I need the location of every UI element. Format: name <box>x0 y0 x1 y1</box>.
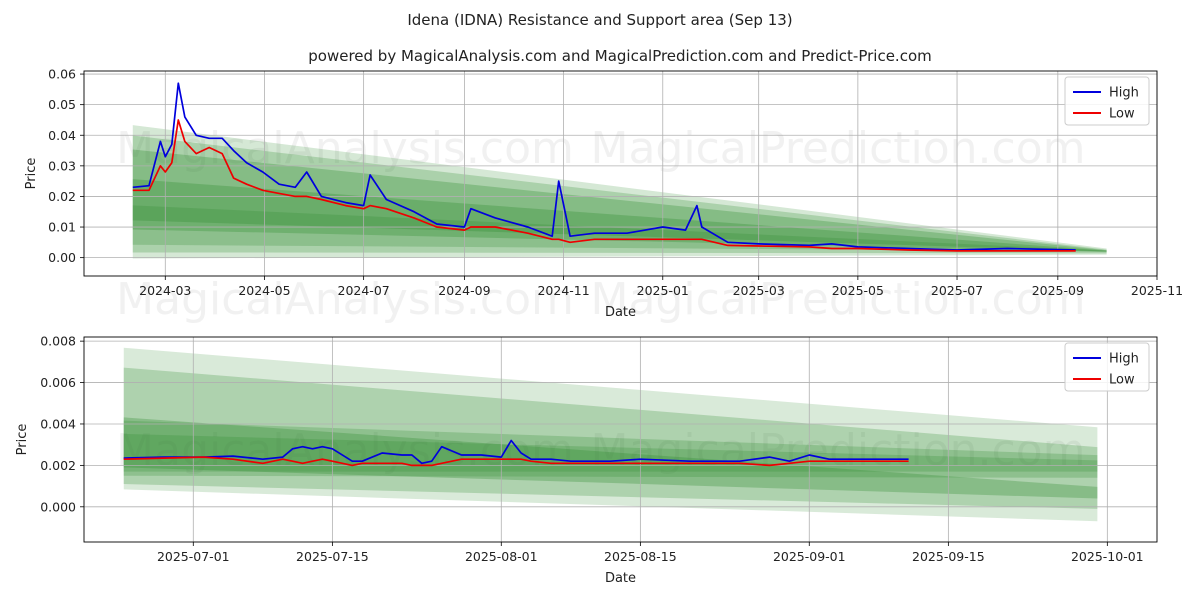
y-axis-label: Price <box>24 158 39 190</box>
watermark-prediction-top: MagicalPrediction.com <box>591 123 1086 174</box>
y-axis-label: Price <box>15 424 30 456</box>
chart-title: Idena (IDNA) Resistance and Support area… <box>407 11 792 29</box>
band-layer-4 <box>132 205 1107 252</box>
y-tick-label: 0.000 <box>40 499 76 514</box>
series-line-low <box>132 119 1076 252</box>
band-layer-3 <box>123 433 1098 472</box>
x-tick-label: 2025-07 <box>931 283 983 298</box>
legend-label-low: Low <box>1109 373 1135 388</box>
x-tick-label: 2025-09-15 <box>912 549 985 564</box>
y-tick-label: 0.05 <box>48 97 76 112</box>
x-tick-label: 2025-11 <box>1131 283 1183 298</box>
x-tick-label: 2024-07 <box>338 283 390 298</box>
support-resistance-bands <box>132 125 1107 259</box>
watermark-analysis-bottom: MagicalAnalysis.com <box>116 425 574 476</box>
band-layer-4 <box>123 417 1098 499</box>
y-tick-label: 0.00 <box>48 250 76 265</box>
legend-label-high: High <box>1109 352 1139 367</box>
x-tick-label: 2025-07-15 <box>296 549 369 564</box>
series-line-high <box>123 439 909 465</box>
x-tick-label: 2025-07-01 <box>157 549 230 564</box>
series-line-low <box>123 456 909 467</box>
band-layer-1 <box>123 367 1098 509</box>
ticks: 2025-07-01 2025-07-15 2025-08-01 2025-08-15… <box>40 334 1143 564</box>
y-tick-label: 0.002 <box>40 458 76 473</box>
x-tick-label: 2025-08-15 <box>604 549 677 564</box>
watermark-layer: MagicalAnalysis.com MagicalPrediction.co… <box>116 123 1085 476</box>
x-axis-label: Date <box>605 571 636 586</box>
y-tick-label: 0.02 <box>48 189 76 204</box>
x-tick-label: 2024-03 <box>139 283 191 298</box>
series-lines <box>123 439 909 467</box>
y-tick-label: 0.04 <box>48 128 76 143</box>
x-axis-label: Date <box>605 305 636 320</box>
band-layer-0 <box>132 125 1107 259</box>
band-layer-0 <box>123 347 1098 522</box>
legend-box <box>1064 76 1150 126</box>
y-tick-label: 0.008 <box>40 334 76 349</box>
band-layer-1 <box>132 135 1107 254</box>
chart-panel-full-history: 2024-03 2024-05 2024-07 2024-09 2024-11 2025-… <box>24 67 1183 320</box>
y-tick-label: 0.03 <box>48 158 76 173</box>
legend: High Low <box>1064 76 1150 126</box>
x-tick-label: 2024-05 <box>238 283 290 298</box>
plot-frame <box>83 70 1158 277</box>
series-line-high <box>132 82 1076 251</box>
band-layer-3 <box>132 179 1107 252</box>
y-tick-label: 0.004 <box>40 416 76 431</box>
grid <box>84 337 1157 542</box>
band-layer-2 <box>132 149 1107 253</box>
x-tick-label: 2025-08-01 <box>465 549 538 564</box>
legend-label-high: High <box>1109 86 1139 101</box>
ticks: 2024-03 2024-05 2024-07 2024-09 2024-11 2025-… <box>48 67 1183 298</box>
y-tick-label: 0.06 <box>48 67 76 82</box>
legend-label-low: Low <box>1109 107 1135 122</box>
x-tick-label: 2024-09 <box>438 283 490 298</box>
legend: High Low <box>1064 342 1150 392</box>
chart-subtitle: powered by MagicalAnalysis.com and Magic… <box>308 47 932 65</box>
series-lines <box>132 82 1076 252</box>
x-tick-label: 2025-05 <box>832 283 884 298</box>
y-tick-label: 0.006 <box>40 375 76 390</box>
plot-frame <box>83 336 1158 543</box>
watermark-prediction-bottom: MagicalPrediction.com <box>591 425 1086 476</box>
watermark-prediction-mid: MagicalPrediction.com <box>591 274 1086 325</box>
x-tick-label: 2025-01 <box>637 283 689 298</box>
x-tick-label: 2025-10-01 <box>1071 549 1144 564</box>
x-tick-label: 2025-03 <box>733 283 785 298</box>
chart-panel-recent: 2025-07-01 2025-07-15 2025-08-01 2025-08-15… <box>15 334 1158 586</box>
support-resistance-bands <box>123 347 1098 522</box>
watermark-analysis-mid: MagicalAnalysis.com <box>116 274 574 325</box>
x-tick-label: 2024-11 <box>537 283 589 298</box>
legend-box <box>1064 342 1150 392</box>
grid <box>84 71 1158 276</box>
y-tick-label: 0.01 <box>48 220 76 235</box>
x-tick-label: 2025-09-01 <box>773 549 846 564</box>
x-tick-label: 2025-09 <box>1032 283 1084 298</box>
